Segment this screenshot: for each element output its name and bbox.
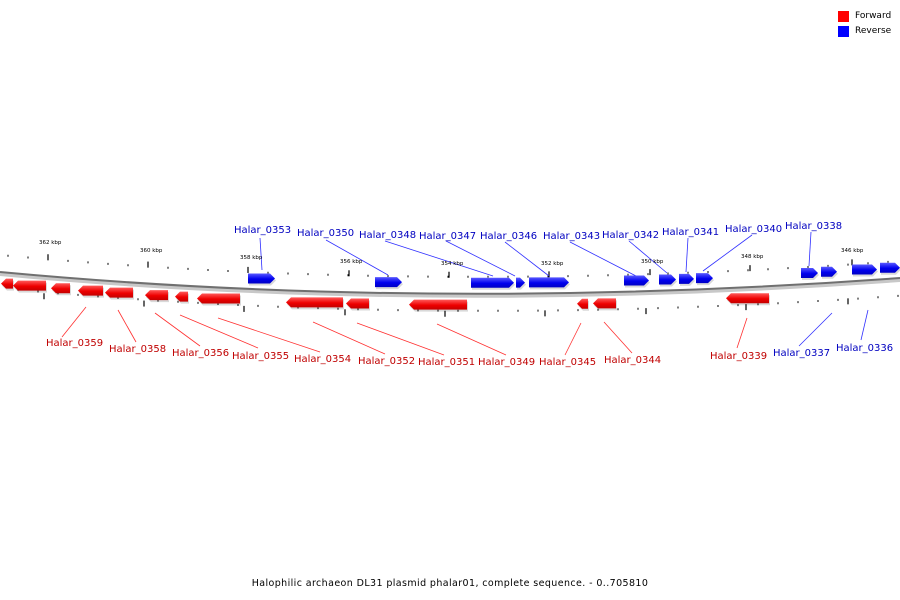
gene-arrow-forward	[145, 290, 168, 301]
gene-label-reverse[interactable]: Halar_0337	[773, 348, 830, 359]
gene-arrow-reverse	[471, 277, 514, 288]
gene-label-forward[interactable]: Halar_0351	[418, 357, 475, 368]
gene-arrow-forward	[286, 297, 343, 308]
leader-line	[154, 312, 201, 347]
tick-label: 350 kbp	[641, 259, 664, 265]
gene-label-reverse[interactable]: Halar_0341	[662, 227, 719, 238]
gene-arrow-forward	[78, 285, 103, 296]
gene-arrow-reverse	[880, 262, 900, 273]
gene-label-forward[interactable]: Halar_0352	[358, 356, 415, 367]
leader-line	[736, 317, 748, 349]
gene-arrow-forward	[197, 293, 240, 304]
reverse-swatch-icon	[838, 26, 849, 37]
leader-line	[702, 234, 753, 272]
legend-reverse-label: Reverse	[855, 26, 892, 36]
gene-arrow-forward	[51, 283, 70, 294]
tick-label: 346 kbp	[841, 248, 864, 254]
gene-arrow-reverse	[624, 275, 649, 286]
gene-label-reverse[interactable]: Halar_0338	[785, 221, 842, 232]
leader-line	[685, 237, 689, 273]
gene-label-reverse[interactable]: Halar_0348	[359, 230, 416, 241]
leader-line	[436, 323, 507, 356]
gene-label-reverse[interactable]: Halar_0342	[602, 230, 659, 241]
leader-line	[325, 239, 389, 276]
legend: Forward Reverse	[838, 9, 891, 39]
gene-label-reverse[interactable]: Halar_0353	[234, 225, 291, 236]
gene-arrow-forward	[13, 280, 46, 291]
sequence-backbone	[0, 271, 900, 295]
gene-arrow-reverse	[801, 267, 818, 278]
leader-line	[564, 322, 582, 356]
legend-forward: Forward	[838, 9, 891, 24]
gene-label-reverse[interactable]: Halar_0340	[725, 224, 782, 235]
gene-label-reverse[interactable]: Halar_0350	[297, 228, 354, 239]
tick-label: 358 kbp	[240, 255, 263, 261]
leader-line	[628, 240, 668, 274]
gene-arrow-forward	[1, 278, 13, 289]
leader-line	[217, 317, 321, 353]
gene-label-forward[interactable]: Halar_0358	[109, 344, 166, 355]
leader-line	[259, 237, 263, 271]
backbone-shadow	[0, 272, 900, 298]
leader-line	[312, 321, 386, 355]
gene-label-forward[interactable]: Halar_0359	[46, 338, 103, 349]
gene-arrow-forward	[105, 287, 133, 298]
legend-reverse: Reverse	[838, 24, 891, 39]
gene-label-forward[interactable]: Halar_0349	[478, 357, 535, 368]
leader-line	[179, 314, 259, 349]
leader-line	[603, 321, 633, 354]
leader-line	[569, 241, 637, 277]
leader-line	[445, 240, 516, 277]
tick-label: 360 kbp	[140, 248, 163, 254]
gene-arrow-reverse	[852, 264, 877, 275]
sequence-caption: Halophilic archaeon DL31 plasmid phalar0…	[251, 578, 649, 589]
gene-label-forward[interactable]: Halar_0345	[539, 357, 596, 368]
tick-label: 352 kbp	[541, 261, 564, 267]
gene-arrow-reverse	[248, 273, 275, 284]
gene-arrow-reverse	[659, 274, 676, 285]
leader-line	[860, 309, 869, 341]
tick-label: 356 kbp	[340, 259, 363, 265]
gene-arrow-forward	[593, 298, 616, 309]
gene-arrow-reverse	[375, 277, 402, 288]
gene-label-reverse[interactable]: Halar_0343	[543, 231, 600, 242]
gene-arrow-forward	[577, 298, 588, 309]
gene-arrow-reverse	[696, 273, 713, 284]
gene-label-forward[interactable]: Halar_0344	[604, 355, 661, 366]
gene-arrow-forward	[346, 298, 369, 309]
forward-swatch-icon	[838, 11, 849, 22]
gene-arrow-forward	[409, 299, 467, 310]
gene-label-forward[interactable]: Halar_0354	[294, 354, 351, 365]
leader-line	[384, 240, 494, 277]
leader-line	[356, 322, 445, 356]
leader-line	[504, 241, 550, 277]
gene-label-forward[interactable]: Halar_0339	[710, 351, 767, 362]
gene-label-forward[interactable]: Halar_0356	[172, 348, 229, 359]
legend-forward-label: Forward	[855, 11, 892, 21]
leader-line	[61, 306, 87, 338]
leader-line	[798, 312, 833, 347]
gene-arrow-reverse	[516, 277, 525, 288]
leader-line	[117, 309, 137, 343]
gene-arrow-reverse	[679, 273, 694, 284]
gene-arrow-reverse	[529, 277, 569, 288]
tick-label: 354 kbp	[441, 261, 464, 267]
gene-label-reverse[interactable]: Halar_0336	[836, 343, 893, 354]
gene-label-reverse[interactable]: Halar_0347	[419, 231, 476, 242]
gene-arrow-reverse	[821, 266, 837, 277]
gene-label-forward[interactable]: Halar_0355	[232, 351, 289, 362]
gene-arrow-forward	[175, 291, 188, 302]
leader-line	[808, 231, 812, 267]
tick-label: 362 kbp	[39, 240, 62, 246]
gene-label-reverse[interactable]: Halar_0346	[480, 231, 537, 242]
gene-arrow-forward	[726, 293, 769, 304]
tick-label: 348 kbp	[741, 254, 764, 260]
